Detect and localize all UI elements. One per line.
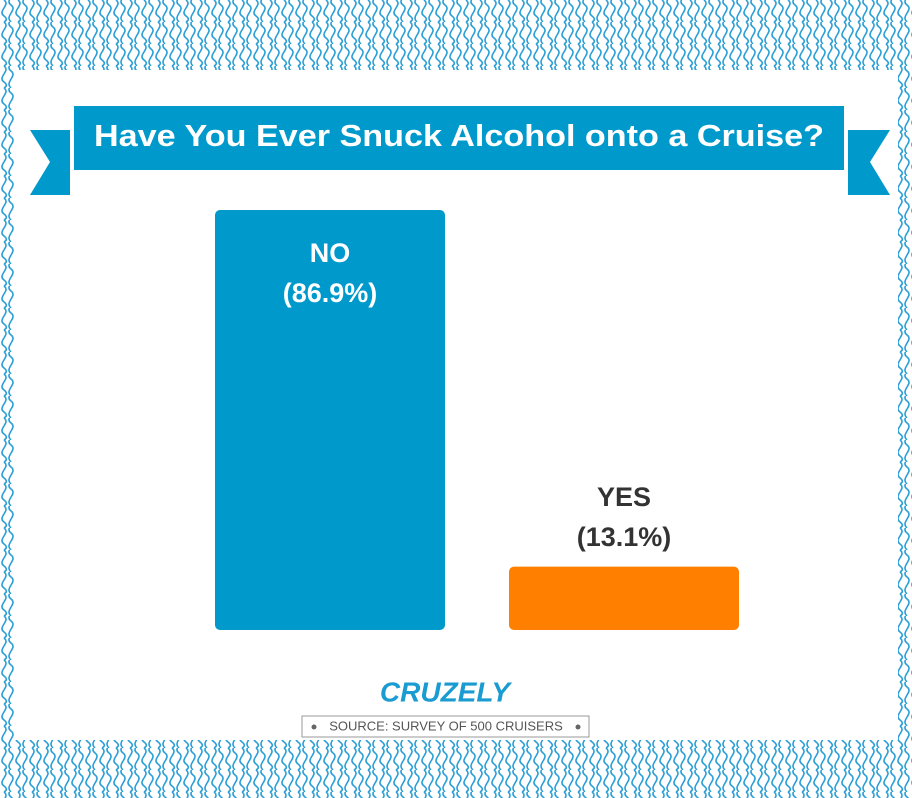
value-label: (13.1%) xyxy=(577,522,672,552)
value-label: (86.9%) xyxy=(283,278,378,308)
ribbon-right xyxy=(848,130,890,195)
chart-title: Have You Ever Snuck Alcohol onto a Cruis… xyxy=(94,118,824,153)
bullet xyxy=(575,724,581,730)
category-label: YES xyxy=(597,482,651,512)
panel xyxy=(14,70,898,740)
bullet xyxy=(311,724,317,730)
brand: CRUZELY xyxy=(380,676,512,707)
title-banner xyxy=(74,106,844,170)
ribbon-left xyxy=(30,130,70,195)
bar xyxy=(509,566,739,630)
source-box xyxy=(301,715,590,738)
source: SOURCE: SURVEY OF 500 CRUISERS xyxy=(329,718,563,733)
bar xyxy=(215,210,445,630)
category-label: NO xyxy=(310,238,351,268)
